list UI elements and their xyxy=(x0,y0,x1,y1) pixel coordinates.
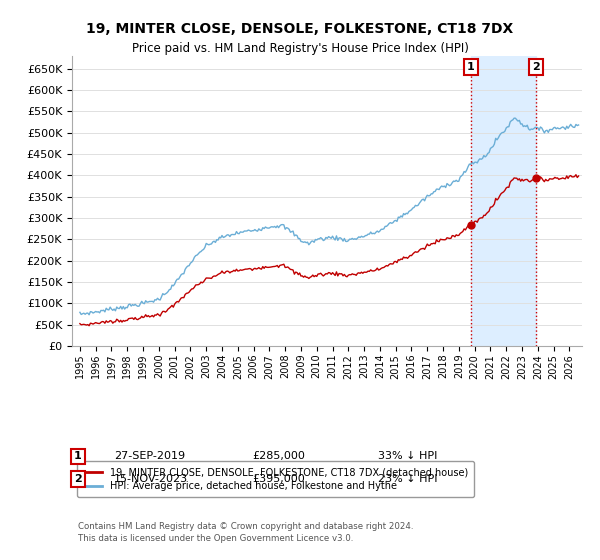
Text: 19, MINTER CLOSE, DENSOLE, FOLKESTONE, CT18 7DX: 19, MINTER CLOSE, DENSOLE, FOLKESTONE, C… xyxy=(86,22,514,36)
Text: 23% ↓ HPI: 23% ↓ HPI xyxy=(378,474,437,484)
Text: 1: 1 xyxy=(74,451,82,461)
Text: 27-SEP-2019: 27-SEP-2019 xyxy=(114,451,185,461)
Text: 2: 2 xyxy=(74,474,82,484)
Text: 1: 1 xyxy=(467,62,475,72)
Text: Price paid vs. HM Land Registry's House Price Index (HPI): Price paid vs. HM Land Registry's House … xyxy=(131,42,469,55)
Text: 15-NOV-2023: 15-NOV-2023 xyxy=(114,474,188,484)
Text: £285,000: £285,000 xyxy=(252,451,305,461)
Text: 33% ↓ HPI: 33% ↓ HPI xyxy=(378,451,437,461)
Legend: 19, MINTER CLOSE, DENSOLE, FOLKESTONE, CT18 7DX (detached house), HPI: Average p: 19, MINTER CLOSE, DENSOLE, FOLKESTONE, C… xyxy=(77,461,474,497)
Text: 2: 2 xyxy=(532,62,539,72)
Point xyxy=(466,220,475,229)
Point xyxy=(531,173,541,182)
Bar xyxy=(470,56,536,346)
Text: £395,000: £395,000 xyxy=(252,474,305,484)
Text: Contains HM Land Registry data © Crown copyright and database right 2024.
This d: Contains HM Land Registry data © Crown c… xyxy=(78,522,413,543)
